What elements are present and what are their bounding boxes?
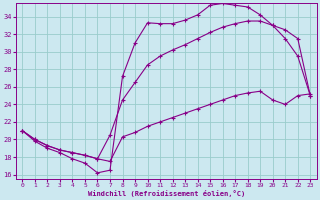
X-axis label: Windchill (Refroidissement éolien,°C): Windchill (Refroidissement éolien,°C) [88, 190, 245, 197]
